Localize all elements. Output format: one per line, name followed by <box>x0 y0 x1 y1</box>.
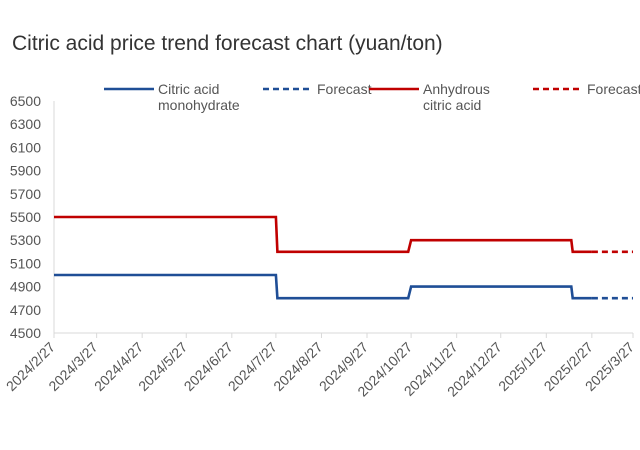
y-tick-label: 5700 <box>10 186 41 202</box>
legend-label: Anhydrous <box>423 81 490 97</box>
y-tick-label: 6100 <box>10 139 41 155</box>
legend-label: Forecast <box>587 81 640 97</box>
plot-area <box>54 215 633 300</box>
y-tick-label: 4900 <box>10 279 41 295</box>
y-axis: 4500 4700 4900 5100 5300 5500 5700 5900 6100 6300… <box>10 93 55 341</box>
y-tick-label: 5100 <box>10 255 41 271</box>
x-axis: 2024/2/272024/3/272024/4/272024/5/272024… <box>3 332 637 400</box>
legend-label: Citric acid <box>158 81 219 97</box>
y-tick-label: 4700 <box>10 302 41 318</box>
y-tick-label: 5500 <box>10 209 41 225</box>
series-line-1 <box>54 273 592 300</box>
legend-item-4: Forecast <box>533 81 640 97</box>
y-tick-label: 5900 <box>10 163 41 179</box>
y-tick-label: 6500 <box>10 93 41 109</box>
chart-title: Citric acid price trend forecast chart (… <box>12 32 443 55</box>
legend-label: citric acid <box>423 97 481 113</box>
y-tick-label: 5300 <box>10 232 41 248</box>
y-tick-label: 6300 <box>10 116 41 132</box>
y-tick-label: 4500 <box>10 325 41 341</box>
legend-item-2: Forecast <box>263 81 372 97</box>
legend-label: monohydrate <box>158 97 240 113</box>
series-line-3 <box>54 215 592 254</box>
legend-label: Forecast <box>317 81 372 97</box>
